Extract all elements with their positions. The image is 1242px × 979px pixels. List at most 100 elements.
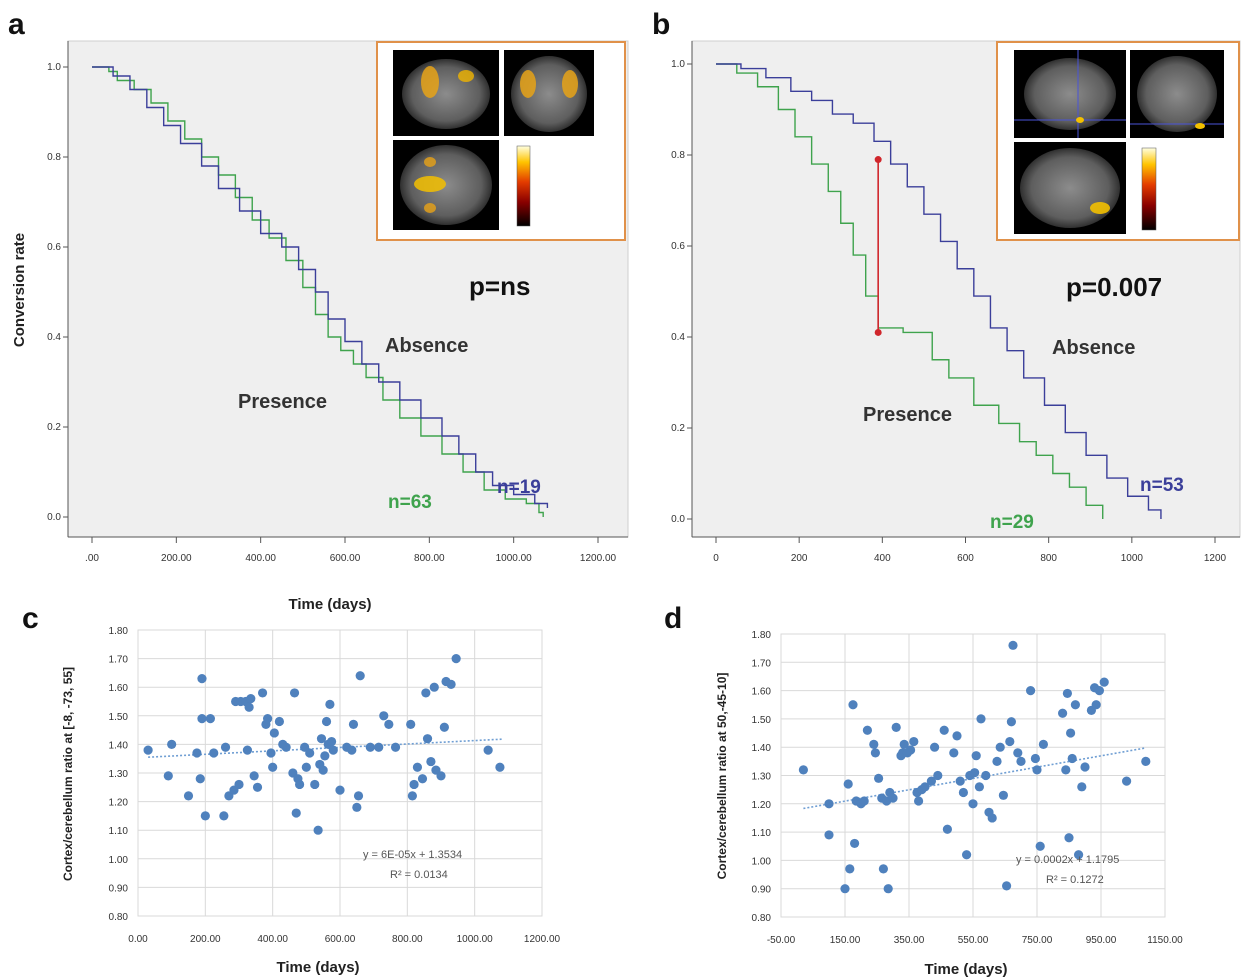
- panel-a: a .00 200.00 400.00 600.00 800.00 1000.00 1200…: [8, 8, 629, 613]
- y-tick-label-c: 1.80: [109, 626, 129, 637]
- data-point-c: [451, 654, 461, 664]
- data-point-d: [1064, 833, 1074, 843]
- data-point-c: [318, 765, 328, 775]
- data-point-d: [869, 739, 879, 749]
- y-tick-label-a: 0.2: [47, 422, 61, 433]
- x-tick-label-d: 750.00: [1022, 935, 1053, 946]
- x-tick-label-c: 800.00: [392, 934, 423, 945]
- y-tick-label-c: 1.60: [109, 683, 129, 694]
- data-point-c: [422, 734, 433, 744]
- data-point-d: [968, 799, 978, 809]
- data-point-d: [862, 725, 873, 735]
- data-point-d: [1006, 717, 1017, 727]
- data-point-d: [1067, 753, 1077, 764]
- data-point-c: [429, 682, 439, 692]
- data-point-d: [1080, 762, 1090, 772]
- data-point-d: [1070, 700, 1080, 710]
- data-point-c: [234, 779, 244, 790]
- data-point-d: [962, 850, 972, 860]
- data-point-d: [878, 864, 889, 874]
- data-point-c: [352, 802, 362, 812]
- panel-c: c 0.80 0.90 1.00 1.10 1.20 1.30 1.40 1.50 1.60 1.…: [22, 602, 561, 976]
- data-point-d: [1038, 739, 1048, 749]
- data-point-c: [209, 748, 219, 758]
- panel-letter-d: d: [664, 602, 682, 635]
- panel-d: d 0.80 0.90 1.00 1.10 1.20 1.30 1.40 1.50 1.60 1.…: [664, 602, 1183, 978]
- data-point-c: [205, 714, 215, 724]
- data-point-c: [305, 748, 315, 758]
- data-point-d: [930, 742, 940, 752]
- y-tick-label-d: 0.90: [752, 885, 772, 896]
- data-point-c: [200, 811, 210, 821]
- n-presence-a: n=63: [388, 492, 432, 513]
- x-tick-label-b: 200: [791, 553, 808, 564]
- data-point-c: [163, 771, 173, 781]
- difference-marker-high: [874, 156, 882, 164]
- data-point-c: [301, 762, 311, 772]
- x-tick-label-c: 1000.00: [457, 934, 494, 945]
- n-presence-b: n=29: [990, 512, 1034, 533]
- data-point-d: [992, 756, 1002, 766]
- data-point-d: [1016, 756, 1026, 766]
- data-point-d: [1005, 736, 1015, 747]
- data-point-d: [1030, 753, 1040, 764]
- data-point-c: [335, 785, 345, 795]
- data-point-d: [874, 773, 884, 783]
- data-point-c: [274, 716, 284, 727]
- data-point-d: [1026, 686, 1036, 696]
- y-tick-label-a: 0.8: [47, 152, 61, 163]
- data-point-d: [845, 864, 855, 874]
- survival-curves-b: [716, 63, 1162, 519]
- data-point-d: [891, 722, 901, 732]
- difference-marker-low: [874, 328, 882, 336]
- n-absence-b: n=53: [1140, 475, 1184, 496]
- data-point-d: [1061, 765, 1071, 775]
- x-axis-title-d: Time (days): [924, 961, 1007, 978]
- y-tick-label-b: 0.0: [671, 514, 685, 525]
- data-point-c: [374, 742, 384, 752]
- x-tick-label-b: 1000: [1121, 553, 1144, 564]
- scatter-points-d: [798, 640, 1151, 894]
- data-point-d: [998, 790, 1009, 800]
- axes-b: 0 200 400 600 800 1000 1200 0.0 0.2 0.4 0.6 0.8 1.0: [671, 41, 1240, 564]
- y-tick-label-b: 1.0: [671, 59, 685, 70]
- data-point-c: [365, 742, 375, 752]
- absence-label-a: Absence: [385, 335, 468, 357]
- data-point-c: [242, 745, 253, 755]
- data-point-c: [495, 762, 505, 772]
- x-tick-label-c: 0.00: [128, 934, 148, 945]
- data-point-d: [920, 782, 930, 792]
- y-tick-label-a: 0.6: [47, 242, 61, 253]
- panel-letter-a: a: [8, 8, 25, 41]
- data-point-c: [249, 771, 259, 781]
- data-point-d: [974, 782, 985, 792]
- data-point-c: [192, 748, 202, 758]
- data-point-c: [353, 791, 364, 801]
- brain-inset-b: [996, 41, 1240, 241]
- data-point-d: [942, 824, 953, 834]
- data-point-d: [1008, 640, 1018, 650]
- data-point-d: [976, 714, 986, 724]
- data-point-c: [412, 762, 423, 772]
- x-tick-label-a: 800.00: [414, 553, 445, 564]
- data-point-c: [269, 728, 279, 738]
- y-tick-label-c: 0.90: [109, 883, 129, 894]
- y-tick-label-d: 1.20: [752, 800, 772, 811]
- data-point-d: [824, 830, 834, 840]
- data-point-d: [952, 731, 962, 741]
- data-point-c: [348, 719, 359, 729]
- equation-d: y = 0.0002x + 1.1795: [1016, 854, 1119, 866]
- axes-c: 0.80 0.90 1.00 1.10 1.20 1.30 1.40 1.50 1.60 1.70…: [109, 626, 561, 945]
- presence-curve-b: [716, 63, 1104, 519]
- x-tick-label-d: 150.00: [830, 935, 861, 946]
- colorbar-a: [516, 145, 531, 227]
- data-point-d: [1062, 688, 1072, 699]
- x-tick-label-c: 1200.00: [524, 934, 561, 945]
- y-tick-label-d: 1.00: [752, 856, 772, 867]
- panel-letter-c: c: [22, 602, 39, 635]
- x-tick-label-a: 1200.00: [580, 553, 617, 564]
- x-tick-label-b: 800: [1040, 553, 1057, 564]
- data-point-d: [1077, 782, 1087, 792]
- y-tick-label-b: 0.2: [671, 423, 685, 434]
- y-tick-label-a: 0.0: [47, 512, 61, 523]
